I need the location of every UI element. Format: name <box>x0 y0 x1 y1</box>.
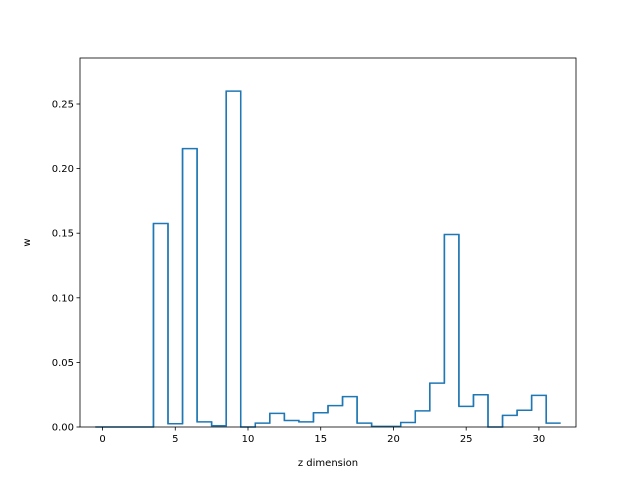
x-tick-label: 15 <box>314 434 327 445</box>
y-axis-label: w <box>22 238 33 246</box>
y-tick-label: 0.15 <box>52 229 74 240</box>
y-axis-ticks: 0.00 0.05 0.10 0.15 0.20 0.25 <box>52 99 80 434</box>
y-tick-label: 0.20 <box>52 164 74 175</box>
x-tick-label: 5 <box>172 434 178 445</box>
plot-area <box>95 90 561 428</box>
x-tick-label: 20 <box>387 434 400 445</box>
y-tick-label: 0.25 <box>52 99 74 110</box>
x-tick-label: 0 <box>99 434 105 445</box>
y-tick-label: 0.10 <box>52 293 74 304</box>
y-tick-label: 0.00 <box>52 423 74 434</box>
x-axis-ticks: 0 5 10 15 20 25 30 <box>99 427 545 445</box>
x-tick-label: 10 <box>242 434 255 445</box>
axes-frame <box>79 57 577 428</box>
x-tick-label: 25 <box>460 434 473 445</box>
y-tick-label: 0.05 <box>52 358 74 369</box>
x-tick-label: 30 <box>533 434 546 445</box>
x-axis-label: z dimension <box>298 458 358 469</box>
